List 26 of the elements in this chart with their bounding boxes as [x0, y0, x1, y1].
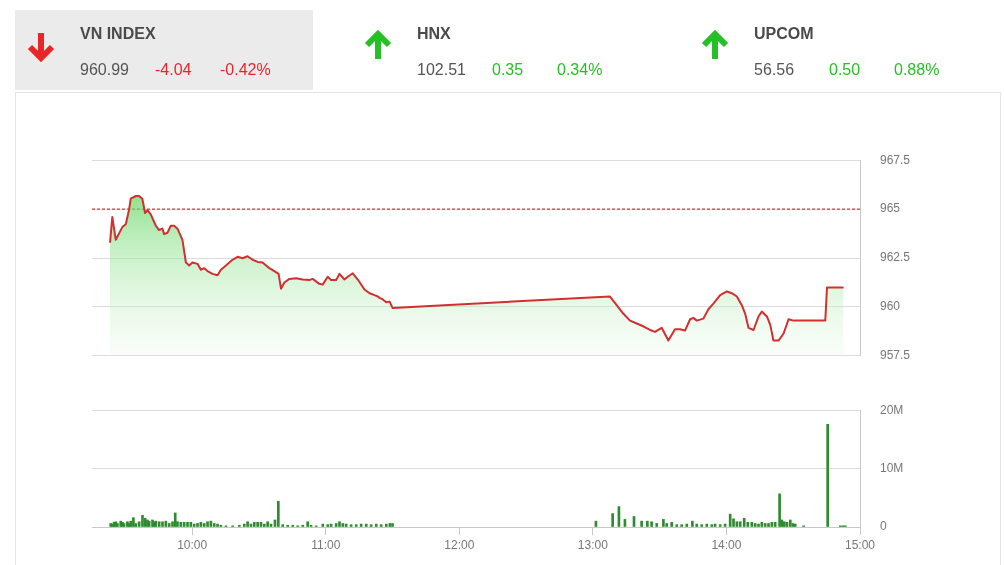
- x-tick-label: 12:00: [444, 537, 475, 552]
- category-label: UPCOM: [754, 25, 814, 43]
- x-tick-label: 15:00: [844, 537, 876, 552]
- x-tick-label: 13:00: [577, 537, 609, 552]
- category-label: VN INDEX: [80, 25, 156, 43]
- y-tick-label: 962.5: [880, 250, 911, 265]
- data-label: 0.35: [492, 61, 524, 79]
- data-label: -4.04: [155, 61, 192, 79]
- y-tick-label: 957.5: [880, 348, 911, 363]
- data-label: 960.99: [80, 61, 129, 79]
- y-tick-label: 960: [880, 299, 901, 314]
- x-tick-label: 10:00: [177, 537, 208, 552]
- data-label: 102.51: [417, 61, 466, 79]
- data-label: 0.50: [829, 61, 861, 79]
- y-tick-label: 0: [880, 519, 887, 534]
- data-label: 56.56: [754, 61, 795, 79]
- y-tick-label: 10M: [880, 460, 904, 475]
- y-tick-label: 965: [880, 201, 901, 216]
- y-tick-label: 20M: [880, 402, 904, 417]
- category-label: HNX: [417, 25, 451, 43]
- data-label: -0.42%: [220, 61, 271, 79]
- data-label: 0.88%: [894, 61, 940, 79]
- x-tick-label: 11:00: [311, 537, 341, 552]
- x-tick-label: 14:00: [711, 537, 742, 552]
- data-label: 0.34%: [557, 61, 603, 79]
- y-tick-label: 967.5: [880, 152, 911, 167]
